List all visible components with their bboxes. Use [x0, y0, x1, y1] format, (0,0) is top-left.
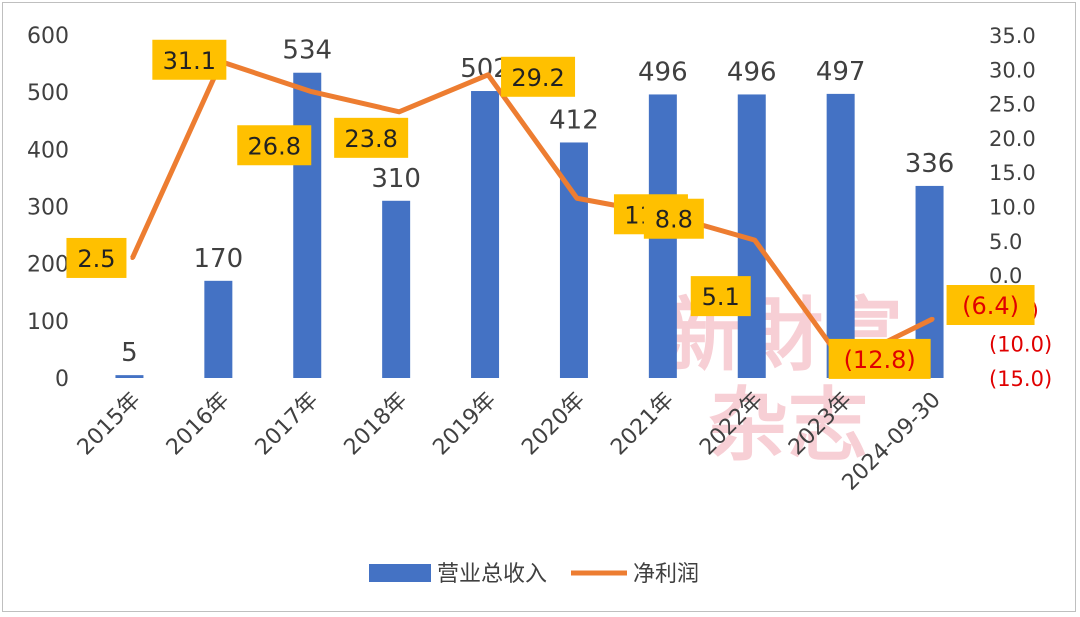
revenue-bar	[293, 72, 322, 378]
left-axis-tick: 600	[27, 24, 69, 49]
net-profit-label-text: 8.8	[655, 206, 693, 234]
left-axis-tick: 0	[55, 367, 69, 392]
net-profit-label-box	[643, 198, 704, 239]
revenue-bar-label: 5	[121, 338, 138, 368]
net-profit-label-text: 5.1	[702, 283, 740, 311]
left-axis-tick: 200	[27, 253, 69, 278]
revenue-bar	[471, 91, 500, 379]
revenue-bar-label: 310	[371, 164, 421, 194]
right-axis-tick: 0.0	[989, 264, 1022, 288]
net-profit-label-box	[946, 285, 1035, 326]
net-profit-label: 29.2	[501, 56, 576, 97]
net-profit-point	[486, 72, 491, 77]
net-profit-label-text: 31.1	[163, 47, 216, 75]
legend-revenue-label: 营业总收入	[437, 562, 547, 587]
net-profit-label-box	[237, 125, 312, 166]
net-profit-label-box	[66, 237, 127, 278]
net-profit-point	[397, 109, 402, 114]
revenue-bar-label: 497	[816, 57, 866, 87]
revenue-bar	[115, 375, 144, 378]
net-profit-label: 23.8	[334, 117, 409, 158]
right-axis-tick: 15.0	[989, 161, 1036, 185]
net-profit-label: (6.4)	[946, 285, 1035, 326]
right-axis-tick: 25.0	[989, 93, 1036, 117]
net-profit-label: 2.5	[66, 237, 127, 278]
net-profit-label-box	[152, 39, 227, 80]
left-axis-tick: 400	[27, 138, 69, 163]
revenue-bar	[826, 93, 855, 379]
revenue-bar-label: 336	[905, 149, 955, 179]
revenue-bar-label: 534	[282, 36, 332, 66]
net-profit-label-text: 29.2	[511, 64, 564, 92]
net-profit-label: 5.1	[690, 276, 751, 317]
right-axis-tick: 35.0	[989, 24, 1036, 48]
net-profit-label-text: 23.8	[344, 125, 397, 153]
net-profit-label-box	[501, 56, 576, 97]
right-axis-tick: 10.0	[989, 196, 1036, 220]
right-axis-tick: 5.0	[989, 230, 1022, 254]
net-profit-point	[752, 238, 757, 243]
net-profit-label: 8.8	[643, 198, 704, 239]
left-axis-tick: 100	[27, 310, 69, 335]
net-profit-label-text: 26.8	[248, 132, 301, 160]
category-label: 2017年	[251, 388, 324, 461]
revenue-bar-label: 496	[638, 57, 688, 87]
category-label: 2018年	[340, 388, 413, 461]
category-label: 2020年	[517, 388, 590, 461]
net-profit-line	[130, 59, 934, 366]
net-profit-label: (12.8)	[828, 338, 931, 379]
net-profit-point	[930, 317, 935, 322]
left-axis-tick: 300	[27, 196, 69, 221]
category-label: 2019年	[428, 388, 501, 461]
net-profit-label-text: (12.8)	[844, 346, 916, 374]
right-axis-tick: 30.0	[989, 58, 1036, 82]
net-profit-label-box	[334, 117, 409, 158]
category-label: 2016年	[162, 388, 235, 461]
category-label: 2015年	[73, 388, 146, 461]
net-profit-point	[130, 255, 135, 260]
watermark-text: 杂志	[708, 378, 868, 472]
right-axis-tick: 20.0	[989, 127, 1036, 151]
revenue-bar-label: 412	[549, 105, 599, 135]
net-profit-label-text: (6.4)	[962, 292, 1019, 320]
revenue-bar-label: 170	[194, 244, 244, 274]
revenue-bar-label: 496	[727, 57, 777, 87]
net-profit-label: 26.8	[237, 125, 312, 166]
left-axis-tick: 500	[27, 81, 69, 106]
net-profit-label-text: 2.5	[77, 245, 115, 273]
net-profit-label: 31.1	[152, 39, 227, 80]
net-profit-label-box	[690, 276, 751, 317]
category-label: 2021年	[606, 388, 679, 461]
right-axis-tick: (15.0)	[989, 367, 1052, 391]
revenue-bar	[204, 280, 233, 378]
net-profit-point	[308, 89, 313, 94]
net-profit-label-box	[828, 338, 931, 379]
legend-net-profit-label: 净利润	[633, 562, 699, 587]
right-axis-tick: (10.0)	[989, 333, 1052, 357]
net-profit-point	[574, 196, 579, 201]
revenue-bar	[382, 200, 411, 378]
legend-bar-swatch	[369, 564, 431, 582]
